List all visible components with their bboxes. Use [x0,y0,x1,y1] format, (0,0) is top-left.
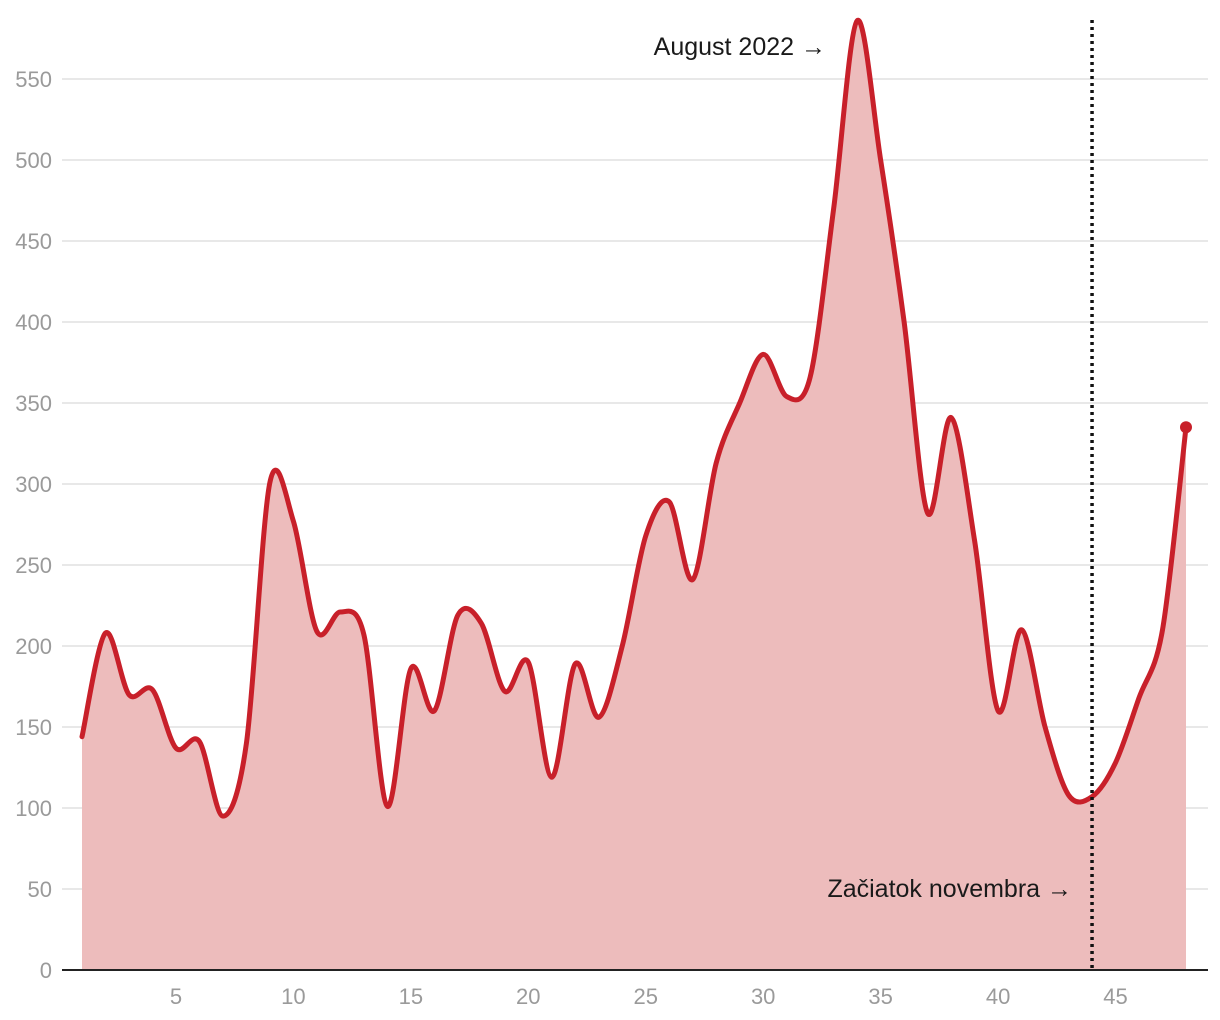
data-point-32 [808,375,812,379]
data-point-10 [291,519,295,523]
data-point-11 [315,629,319,633]
data-point-6 [197,740,201,744]
series-line [79,18,1189,819]
data-point-17 [456,613,460,617]
y-tick-label-250: 250 [15,553,52,578]
data-point-15 [409,667,413,671]
y-tick-label-100: 100 [15,796,52,821]
y-tick-label-50: 50 [28,877,52,902]
data-point-7 [221,814,225,818]
data-point-42 [1043,725,1047,729]
data-point-33 [832,207,836,211]
data-point-28 [714,461,718,465]
x-tick-label-5: 5 [170,984,182,1009]
x-tick-label-15: 15 [399,984,423,1009]
x-axis-ticks: 5 10 15 20 25 30 35 40 45 [170,984,1128,1009]
annotation-august-2022: August 2022 → [654,33,826,61]
x-tick-label-20: 20 [516,984,540,1009]
data-point-43 [1067,793,1071,797]
data-point-4 [150,688,154,692]
data-point-36 [902,320,906,324]
data-point-48 [1184,425,1188,429]
y-tick-label-350: 350 [15,391,52,416]
y-axis-ticks: 0 50 100 150 200 250 300 350 400 450 500 550 [15,67,52,983]
y-tick-label-550: 550 [15,67,52,92]
data-point-3 [127,693,131,697]
data-point-21 [550,775,554,779]
x-tick-label-35: 35 [868,984,892,1009]
y-tick-label-500: 500 [15,148,52,173]
data-point-47 [1161,628,1165,632]
y-tick-label-450: 450 [15,229,52,254]
data-point-35 [879,158,883,162]
data-point-41 [1020,628,1024,632]
data-point-16 [432,709,436,713]
series-area [82,20,1186,970]
data-point-25 [644,534,648,538]
data-point-18 [479,621,483,625]
data-point-29 [738,401,742,405]
annotation-zaciatok-novembra: Začiatok novembra → [827,875,1072,903]
data-point-8 [244,741,248,745]
y-tick-label-200: 200 [15,634,52,659]
data-point-45 [1114,761,1118,765]
data-point-22 [573,662,577,666]
x-tick-label-40: 40 [986,984,1010,1009]
data-point-2 [103,631,107,635]
data-point-30 [761,352,765,356]
data-point-9 [268,480,272,484]
x-tick-label-30: 30 [751,984,775,1009]
data-point-40 [996,709,1000,713]
data-point-38 [949,416,953,420]
data-point-1 [80,735,84,739]
data-point-24 [620,644,624,648]
y-tick-label-0: 0 [40,958,52,983]
data-point-27 [691,578,695,582]
data-point-31 [785,395,789,399]
y-tick-label-150: 150 [15,715,52,740]
data-point-46 [1137,696,1141,700]
y-tick-label-400: 400 [15,310,52,335]
data-point-13 [362,633,366,637]
data-point-12 [338,610,342,614]
data-point-5 [174,746,178,750]
data-point-19 [503,689,507,693]
data-point-34 [855,19,859,23]
data-point-14 [385,804,389,808]
x-tick-label-45: 45 [1103,984,1127,1009]
data-point-37 [926,511,930,515]
data-point-23 [597,715,601,719]
x-tick-label-25: 25 [634,984,658,1009]
y-tick-label-300: 300 [15,472,52,497]
data-point-20 [526,660,530,664]
data-point-39 [973,539,977,543]
last-data-point [1180,421,1192,434]
x-tick-label-10: 10 [281,984,305,1009]
data-point-26 [667,500,671,504]
data-point-44 [1090,795,1094,799]
